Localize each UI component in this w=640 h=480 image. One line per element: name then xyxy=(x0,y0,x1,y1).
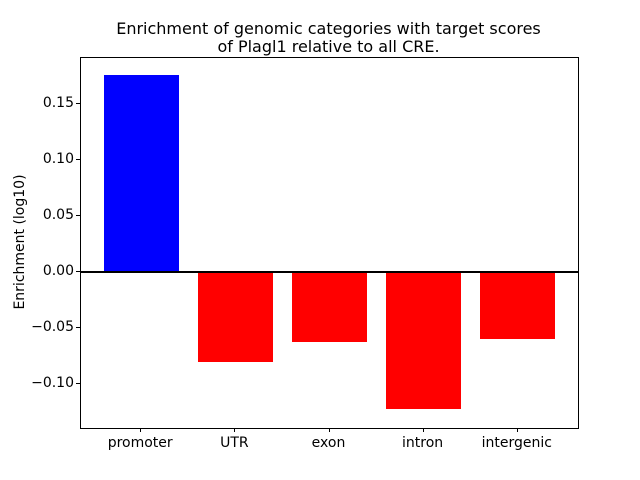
y-tick xyxy=(76,215,80,217)
x-tick xyxy=(516,428,518,432)
y-tick xyxy=(76,383,80,385)
y-tick-label: −0.10 xyxy=(31,375,74,392)
x-tick-label-exon: exon xyxy=(311,435,346,451)
plot-area xyxy=(80,57,579,429)
y-tick xyxy=(76,327,80,329)
y-tick xyxy=(76,103,80,104)
chart-title-line-2: of Plagl1 relative to all CRE. xyxy=(217,37,440,56)
x-tick-label-UTR: UTR xyxy=(220,435,249,451)
x-tick xyxy=(328,428,330,432)
zero-line xyxy=(81,271,578,274)
bar-promoter xyxy=(103,74,179,273)
y-tick-label: 0.00 xyxy=(42,263,74,280)
bar-exon xyxy=(291,272,368,342)
y-tick-label: 0.05 xyxy=(42,207,74,224)
y-tick xyxy=(76,159,80,160)
y-tick-label: 0.15 xyxy=(42,95,74,111)
y-tick-label: −0.05 xyxy=(31,319,74,336)
x-tick-label-intron: intron xyxy=(402,435,444,451)
x-tick xyxy=(140,428,142,432)
y-tick-label: 0.10 xyxy=(42,151,74,167)
x-tick-label-promoter: promoter xyxy=(107,435,173,451)
x-tick xyxy=(234,428,236,432)
y-tick xyxy=(76,271,80,273)
y-axis-label: Enrichment (log10) xyxy=(12,174,28,310)
x-tick xyxy=(422,428,424,432)
bar-intron xyxy=(386,272,462,409)
x-tick-label-intergenic: intergenic xyxy=(481,435,552,451)
chart-title-line-1: Enrichment of genomic categories with ta… xyxy=(116,19,541,38)
chart-title: Enrichment of genomic categories with ta… xyxy=(80,20,577,56)
bar-intergenic xyxy=(480,272,556,340)
bar-UTR xyxy=(197,272,273,362)
